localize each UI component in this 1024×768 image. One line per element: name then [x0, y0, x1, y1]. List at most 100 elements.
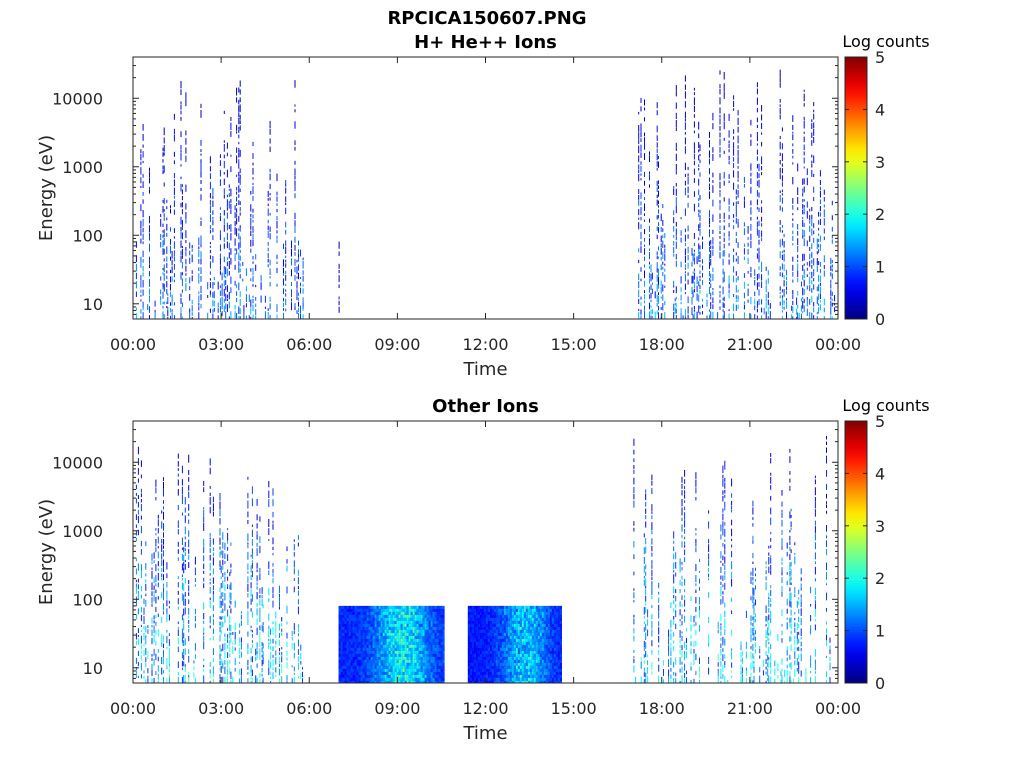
count-cell [236, 87, 238, 96]
count-cell [424, 605, 427, 609]
count-cell [161, 553, 163, 560]
count-cell [252, 298, 254, 304]
count-cell [229, 646, 231, 653]
count-cell [300, 673, 302, 680]
count-cell [358, 623, 361, 627]
count-cell [142, 259, 144, 263]
count-cell [370, 662, 373, 666]
count-cell [803, 178, 805, 185]
count-cell [428, 617, 431, 621]
count-cell [830, 289, 832, 296]
count-cell [811, 280, 813, 285]
count-cell [511, 656, 514, 660]
count-cell [155, 575, 157, 583]
count-cell [390, 611, 393, 615]
count-cell [675, 164, 677, 171]
count-cell [340, 653, 343, 657]
count-cell [360, 671, 363, 675]
count-cell [717, 312, 719, 319]
count-cell [712, 297, 714, 304]
count-cell [507, 671, 510, 675]
count-cell [723, 279, 725, 282]
count-cell [487, 629, 490, 633]
count-cell [489, 656, 492, 660]
count-cell [816, 316, 818, 319]
count-cell [390, 665, 393, 669]
count-cell [473, 614, 476, 618]
count-cell [251, 640, 253, 643]
count-cell [467, 680, 470, 683]
count-cell [426, 647, 429, 651]
count-cell [523, 680, 526, 683]
count-cell [687, 234, 689, 239]
count-cell [180, 255, 182, 263]
count-cell [430, 653, 433, 657]
count-cell [684, 111, 686, 119]
count-cell [662, 261, 664, 265]
count-cell [728, 113, 730, 121]
count-cell [519, 629, 522, 633]
count-cell [227, 660, 229, 669]
count-cell [390, 626, 393, 630]
count-cell [420, 668, 423, 672]
count-cell [420, 614, 423, 618]
count-cell [823, 209, 825, 218]
count-cell [660, 313, 662, 317]
count-cell [276, 261, 278, 264]
count-cell [426, 656, 429, 660]
count-cell [225, 267, 227, 275]
count-cell [479, 611, 482, 615]
count-cell [212, 648, 214, 656]
count-cell [813, 230, 815, 235]
count-cell [519, 608, 522, 612]
count-cell [491, 665, 494, 669]
count-cell [410, 620, 413, 624]
count-cell [438, 623, 441, 627]
count-cell [791, 314, 793, 319]
count-cell [493, 614, 496, 618]
count-cell [362, 629, 365, 633]
count-cell [758, 247, 760, 255]
count-cell [797, 238, 799, 246]
count-cell [368, 626, 371, 630]
count-cell [384, 608, 387, 612]
count-cell [747, 257, 749, 264]
count-cell [183, 600, 185, 606]
count-cell [440, 638, 443, 642]
count-cell [360, 605, 363, 609]
count-cell [209, 245, 211, 248]
count-cell [471, 659, 474, 663]
count-cell [684, 146, 686, 154]
count-cell [362, 614, 365, 618]
count-cell [737, 110, 739, 116]
count-cell [797, 254, 799, 259]
count-cell [644, 213, 645, 216]
count-cell [360, 644, 363, 648]
count-cell [346, 659, 349, 663]
count-cell [348, 674, 351, 678]
count-cell [469, 668, 472, 672]
count-cell [533, 674, 536, 678]
count-cell [406, 617, 409, 621]
count-cell [402, 665, 405, 669]
count-cell [434, 638, 437, 642]
count-cell [699, 251, 701, 260]
count-cell [733, 95, 735, 100]
x-tick-label: 00:00 [815, 335, 861, 354]
count-cell [781, 207, 783, 212]
count-cell [709, 246, 710, 252]
count-cell [402, 671, 405, 675]
count-cell [750, 272, 752, 278]
count-cell [693, 309, 695, 312]
count-cell [436, 662, 439, 666]
count-cell [185, 92, 187, 99]
count-cell [360, 620, 363, 624]
count-cell [243, 311, 245, 319]
count-cell [531, 620, 534, 624]
count-cell [344, 605, 347, 609]
count-cell [505, 680, 508, 683]
count-cell [658, 295, 659, 304]
count-cell [268, 630, 270, 638]
count-cell [374, 656, 377, 660]
count-cell [434, 605, 437, 609]
